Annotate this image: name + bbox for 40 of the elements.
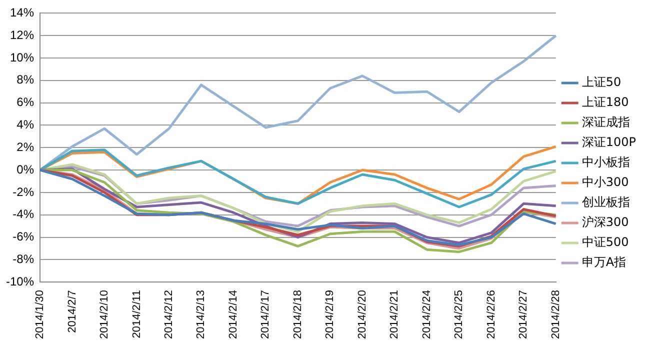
y-tick-label: -10% <box>6 274 34 288</box>
x-tick-label: 2014/2/28 <box>550 290 562 339</box>
x-tick-label: 2014/2/12 <box>163 290 176 339</box>
x-tick-label: 2014/2/14 <box>227 290 240 339</box>
x-tick-label: 2014/2/21 <box>388 290 401 339</box>
legend-label: 申万A指 <box>582 255 626 270</box>
legend-label: 中证500 <box>582 235 629 250</box>
x-tick-label: 2014/2/17 <box>260 290 272 339</box>
y-tick-label: 8% <box>16 72 34 87</box>
legend-label: 上证180 <box>582 95 629 110</box>
x-tick-label: 2014/2/19 <box>324 290 336 339</box>
x-tick-label: 2014/2/10 <box>98 290 111 339</box>
x-tick-label: 2014/2/13 <box>195 290 208 339</box>
y-tick-label: -2% <box>12 184 34 199</box>
x-tick-label: 2014/1/30 <box>34 290 46 339</box>
y-tick-label: 6% <box>16 95 34 110</box>
y-tick-label: 14% <box>10 6 34 20</box>
x-tick-label: 2014/2/20 <box>356 290 368 339</box>
legend-label: 沪深300 <box>582 215 629 230</box>
legend-label: 深证100P <box>582 135 636 150</box>
y-tick-label: 12% <box>10 28 34 42</box>
legend-label: 中小300 <box>582 175 629 190</box>
x-tick-label: 2014/2/18 <box>292 290 304 339</box>
y-tick-label: -6% <box>12 230 34 244</box>
y-tick-label: 0% <box>16 162 34 176</box>
legend-label: 上证50 <box>582 75 622 90</box>
x-tick-label: 2014/2/11 <box>130 290 143 338</box>
y-tick-label: 2% <box>16 140 34 154</box>
x-tick-label: 2014/2/24 <box>420 290 433 339</box>
y-tick-label: 10% <box>10 50 34 64</box>
x-tick-label: 2014/2/26 <box>485 290 498 339</box>
legend-label: 深证成指 <box>582 115 630 130</box>
legend-label: 中小板指 <box>582 155 630 170</box>
y-tick-label: -8% <box>12 252 34 266</box>
x-tick-label: 2014/2/25 <box>453 290 466 339</box>
y-tick-label: -4% <box>12 207 34 222</box>
legend-label: 创业板指 <box>582 195 630 210</box>
y-tick-label: 4% <box>16 118 34 132</box>
x-tick-label: 2014/2/27 <box>518 290 530 339</box>
x-tick-label: 2014/2/7 <box>66 290 78 333</box>
